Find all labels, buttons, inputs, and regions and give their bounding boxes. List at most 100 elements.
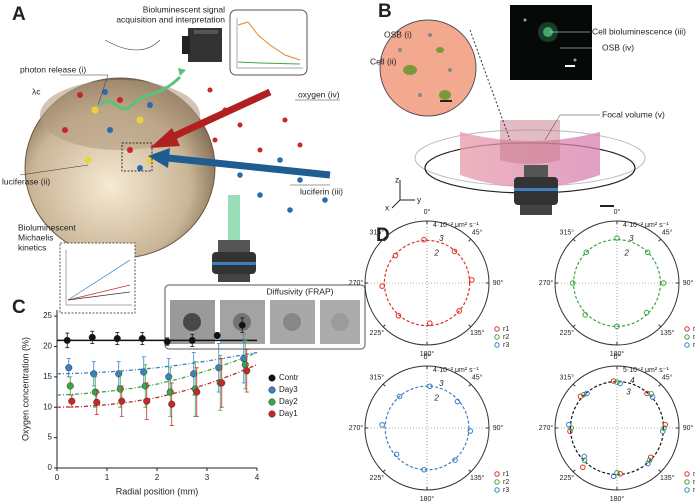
point bbox=[395, 312, 402, 319]
legend-label: r2 bbox=[503, 479, 509, 486]
panel-label: D bbox=[376, 225, 390, 246]
angle-label: 0° bbox=[614, 208, 621, 216]
x-tick-label: 1 bbox=[105, 473, 110, 482]
angle-label: 135° bbox=[470, 329, 485, 337]
point bbox=[88, 333, 96, 341]
legend-marker bbox=[494, 334, 500, 340]
angle-label: 90° bbox=[493, 424, 504, 432]
x-tick-label: 4 bbox=[255, 473, 260, 482]
r-tick-label: 3 bbox=[439, 234, 444, 243]
angle-label: 135° bbox=[660, 474, 675, 482]
angle-label: 135° bbox=[470, 474, 485, 482]
y-tick-label: 15 bbox=[43, 372, 52, 381]
panel-a-art bbox=[19, 9, 366, 350]
angle-tick bbox=[468, 238, 472, 242]
angle-label: 225° bbox=[560, 474, 575, 482]
point bbox=[63, 336, 71, 344]
angle-label: 45° bbox=[472, 229, 483, 237]
point bbox=[645, 460, 651, 467]
point bbox=[116, 385, 124, 393]
point bbox=[427, 320, 433, 327]
label: OSB (i) bbox=[384, 29, 412, 39]
point bbox=[565, 421, 572, 428]
molecules bbox=[62, 87, 328, 213]
angle-tick bbox=[658, 238, 662, 242]
angle-label: 225° bbox=[560, 329, 575, 337]
fit-circle bbox=[383, 239, 471, 327]
point bbox=[141, 382, 149, 390]
point bbox=[451, 248, 458, 255]
angle-tick bbox=[382, 238, 386, 242]
label: acquisition and interpretation bbox=[116, 14, 225, 24]
angle-label: 270° bbox=[349, 424, 364, 432]
legend-label: r3 bbox=[693, 487, 695, 494]
point bbox=[581, 453, 588, 460]
x-tick-label: 0 bbox=[55, 473, 60, 482]
label: luciferase (ii) bbox=[2, 176, 50, 186]
point bbox=[643, 309, 650, 316]
point bbox=[646, 457, 653, 464]
label: λc bbox=[32, 86, 41, 96]
point bbox=[584, 390, 590, 397]
point bbox=[617, 380, 623, 387]
label: Diffusivity (FRAP) bbox=[267, 286, 334, 296]
legend-label: Day2 bbox=[279, 397, 298, 406]
y-tick-label: 5 bbox=[48, 433, 53, 442]
angle-label: 315° bbox=[560, 374, 575, 382]
point bbox=[610, 473, 617, 480]
point bbox=[614, 469, 620, 476]
point bbox=[661, 425, 667, 431]
axis-label: y bbox=[417, 194, 422, 204]
point bbox=[617, 470, 624, 477]
r-tick-label: 3 bbox=[439, 379, 444, 388]
r-tick-label: 3 bbox=[629, 234, 634, 243]
point bbox=[168, 400, 176, 408]
y-tick-label: 25 bbox=[43, 311, 52, 320]
legend-marker bbox=[684, 479, 690, 485]
angle-tick bbox=[468, 469, 472, 473]
label: OSB (iv) bbox=[602, 42, 634, 52]
fit-line bbox=[56, 351, 258, 396]
r-tick-label: 4 bbox=[630, 376, 635, 385]
angle-label: 180° bbox=[420, 495, 435, 502]
legend-label: Contr bbox=[279, 373, 299, 382]
angle-tick bbox=[572, 469, 576, 473]
point bbox=[577, 393, 584, 400]
panel-label: C bbox=[12, 297, 26, 318]
point bbox=[648, 391, 654, 397]
point bbox=[610, 378, 617, 384]
point bbox=[469, 277, 475, 283]
angle-label: 315° bbox=[370, 374, 385, 382]
angle-label: 90° bbox=[683, 424, 694, 432]
angle-tick bbox=[382, 324, 386, 328]
angle-label: 180° bbox=[420, 350, 435, 358]
point bbox=[583, 249, 590, 256]
fit-circle bbox=[384, 385, 470, 471]
r-tick-label: 4·10⁻² μm² s⁻¹ bbox=[433, 367, 479, 374]
angle-label: 225° bbox=[370, 329, 385, 337]
angle-tick bbox=[658, 324, 662, 328]
panel-b-art bbox=[379, 5, 646, 215]
x-tick-label: 3 bbox=[205, 473, 210, 482]
x-tick-label: 2 bbox=[155, 473, 160, 482]
y-tick-label: 0 bbox=[48, 463, 53, 472]
point bbox=[421, 236, 427, 243]
legend-marker bbox=[494, 471, 500, 477]
r-tick-label: 4·10⁻² μm² s⁻¹ bbox=[433, 222, 479, 229]
point bbox=[582, 311, 589, 318]
fit-line bbox=[56, 351, 258, 375]
legend-label: r3 bbox=[693, 342, 695, 349]
point bbox=[90, 370, 98, 378]
angle-label: 0° bbox=[424, 353, 431, 361]
point bbox=[143, 397, 151, 405]
legend-label: r3 bbox=[503, 342, 509, 349]
point bbox=[396, 393, 403, 400]
legend-label: r1 bbox=[693, 471, 695, 478]
point bbox=[188, 336, 196, 344]
legend-label: r1 bbox=[503, 326, 509, 333]
point bbox=[379, 422, 385, 428]
angle-label: 45° bbox=[662, 374, 673, 382]
label: Michaelis bbox=[18, 232, 53, 242]
point bbox=[238, 321, 246, 329]
angle-tick bbox=[572, 383, 576, 387]
